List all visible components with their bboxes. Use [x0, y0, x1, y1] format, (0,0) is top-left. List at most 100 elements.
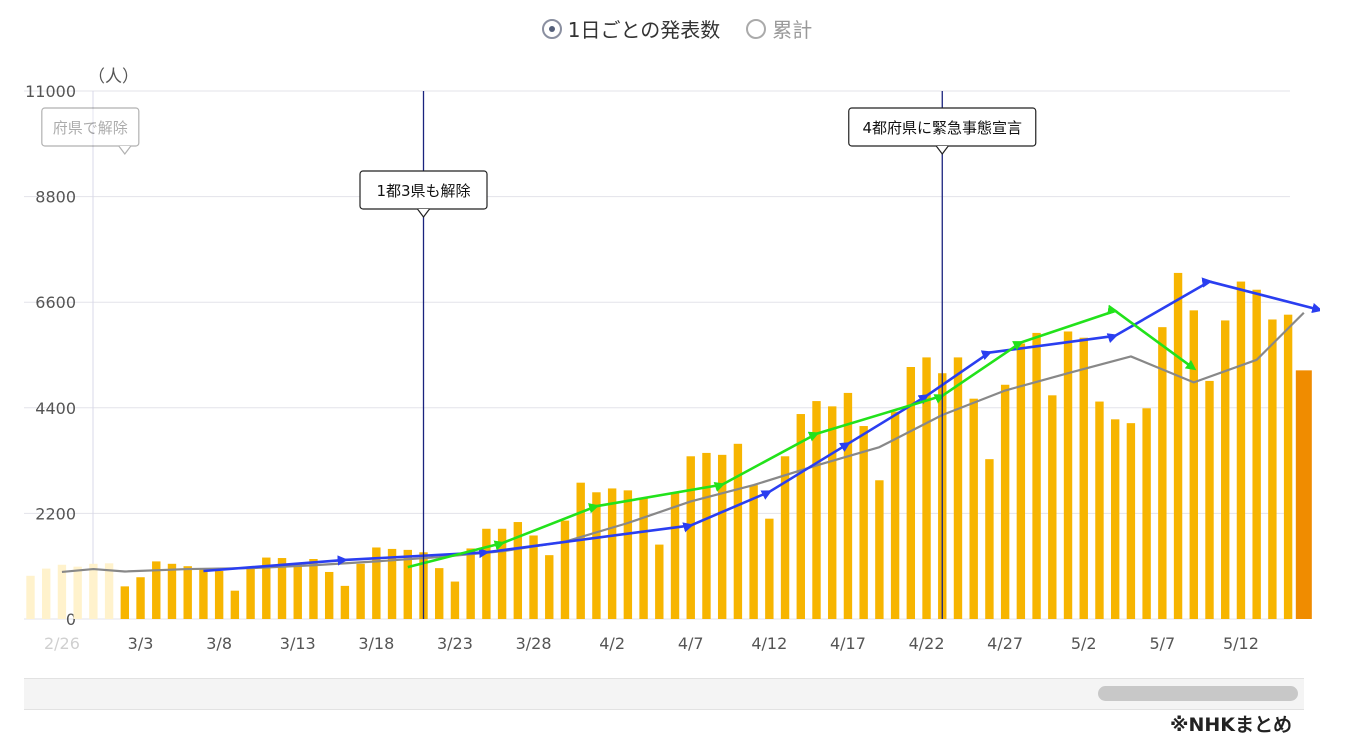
x-tick-label: 4/7	[678, 634, 704, 653]
bar	[607, 488, 617, 619]
annotation-label: 府県で解除	[53, 119, 128, 137]
bar	[167, 563, 177, 619]
bar	[859, 426, 868, 619]
cumulative-option[interactable]: 累計	[746, 14, 812, 43]
bar	[497, 528, 507, 619]
bar	[372, 547, 381, 619]
x-tick-label: 5/2	[1071, 634, 1097, 653]
y-tick-label: 4400	[35, 399, 76, 418]
bar	[670, 492, 680, 619]
bar	[1268, 319, 1277, 619]
bar	[623, 490, 633, 619]
bar	[1079, 337, 1088, 619]
event-annotation: 1都3県も解除	[359, 170, 488, 218]
source-note: ※NHKまとめ	[1170, 714, 1292, 736]
scrollbar-thumb[interactable]	[1098, 686, 1298, 701]
bar	[230, 590, 240, 619]
chart-scrollbar[interactable]	[24, 678, 1304, 710]
radio-unselected-icon[interactable]	[746, 18, 767, 39]
bar	[387, 548, 397, 619]
bar	[293, 563, 302, 619]
annotation-label: 4都府県に緊急事態宣言	[862, 119, 1022, 137]
x-tick-label: 3/13	[280, 634, 316, 653]
bar	[277, 558, 287, 619]
bar	[309, 559, 318, 619]
bar	[529, 535, 538, 619]
faded-annotation: 府県で解除	[41, 107, 140, 155]
bar	[576, 482, 585, 619]
bar	[560, 520, 570, 619]
bar	[57, 564, 67, 619]
radio-selected-icon[interactable]	[541, 18, 562, 39]
bar	[42, 568, 51, 619]
bar	[1252, 289, 1261, 619]
daily-cases-chart: （人） 0 2200 4400 6600 8800 11000 1都3県も解除 4都府県に緊急…	[24, 67, 1320, 653]
y-tick-label: 2200	[35, 504, 76, 523]
bar	[1142, 408, 1151, 619]
bar	[890, 411, 900, 619]
green-trend-line	[407, 304, 1197, 569]
bar	[120, 586, 130, 619]
bar	[953, 357, 963, 619]
bar	[26, 575, 35, 619]
annotation-pointer-icon	[417, 208, 430, 218]
y-tick-label: 6600	[35, 293, 76, 312]
bar	[969, 398, 978, 619]
bar	[136, 577, 145, 619]
cumulative-label: 累計	[772, 18, 813, 42]
y-tick-label: 0	[66, 610, 76, 629]
bar	[1048, 395, 1057, 619]
bar	[435, 568, 444, 619]
x-tick-label: 2/26	[44, 634, 80, 653]
annotation-pointer-icon	[118, 145, 132, 155]
bar	[340, 585, 350, 619]
bar	[1283, 314, 1293, 619]
y-axis-unit-label: （人）	[88, 67, 139, 87]
y-tick-label: 8800	[35, 188, 76, 207]
bar	[985, 459, 994, 619]
bar	[592, 492, 601, 619]
bar	[199, 568, 208, 619]
bar	[686, 456, 695, 619]
bar	[482, 528, 491, 619]
x-tick-label: 4/2	[599, 634, 625, 653]
x-tick-label: 4/12	[751, 634, 787, 653]
daily-count-option[interactable]: 1日ごとの発表数	[541, 14, 721, 43]
chart-mode-toggle: 1日ごとの発表数 累計	[0, 14, 1354, 43]
bar	[1110, 419, 1120, 619]
x-tick-label: 3/3	[128, 634, 154, 653]
bar	[89, 563, 98, 619]
bar	[545, 555, 554, 619]
x-tick-label: 4/27	[987, 634, 1023, 653]
bar	[324, 571, 334, 619]
bar	[466, 548, 475, 619]
bar	[749, 485, 758, 619]
bar	[1189, 310, 1198, 619]
bar	[828, 406, 837, 619]
bar	[1221, 320, 1230, 619]
bar	[403, 549, 412, 619]
x-tick-label: 3/28	[516, 634, 552, 653]
bar	[733, 443, 743, 619]
bar	[214, 571, 224, 619]
bar	[655, 544, 664, 619]
bar	[73, 566, 82, 619]
x-tick-label: 5/7	[1149, 634, 1175, 653]
bar	[1295, 370, 1312, 619]
blue-trend-line	[203, 277, 1320, 573]
daily-count-label: 1日ごとの発表数	[567, 18, 721, 42]
bar	[152, 561, 161, 619]
bar	[875, 480, 884, 619]
y-tick-label: 11000	[25, 82, 76, 101]
event-annotation: 4都府県に緊急事態宣言	[848, 107, 1037, 155]
bar	[1173, 272, 1183, 619]
annotation-label: 1都3県も解除	[376, 182, 470, 200]
x-tick-label: 4/22	[909, 634, 945, 653]
bar	[104, 563, 114, 619]
bar	[843, 392, 853, 619]
bar	[702, 452, 711, 619]
annotation-pointer-icon	[935, 145, 949, 155]
bar	[765, 518, 774, 619]
bar	[1095, 401, 1104, 619]
bar	[1126, 423, 1136, 619]
